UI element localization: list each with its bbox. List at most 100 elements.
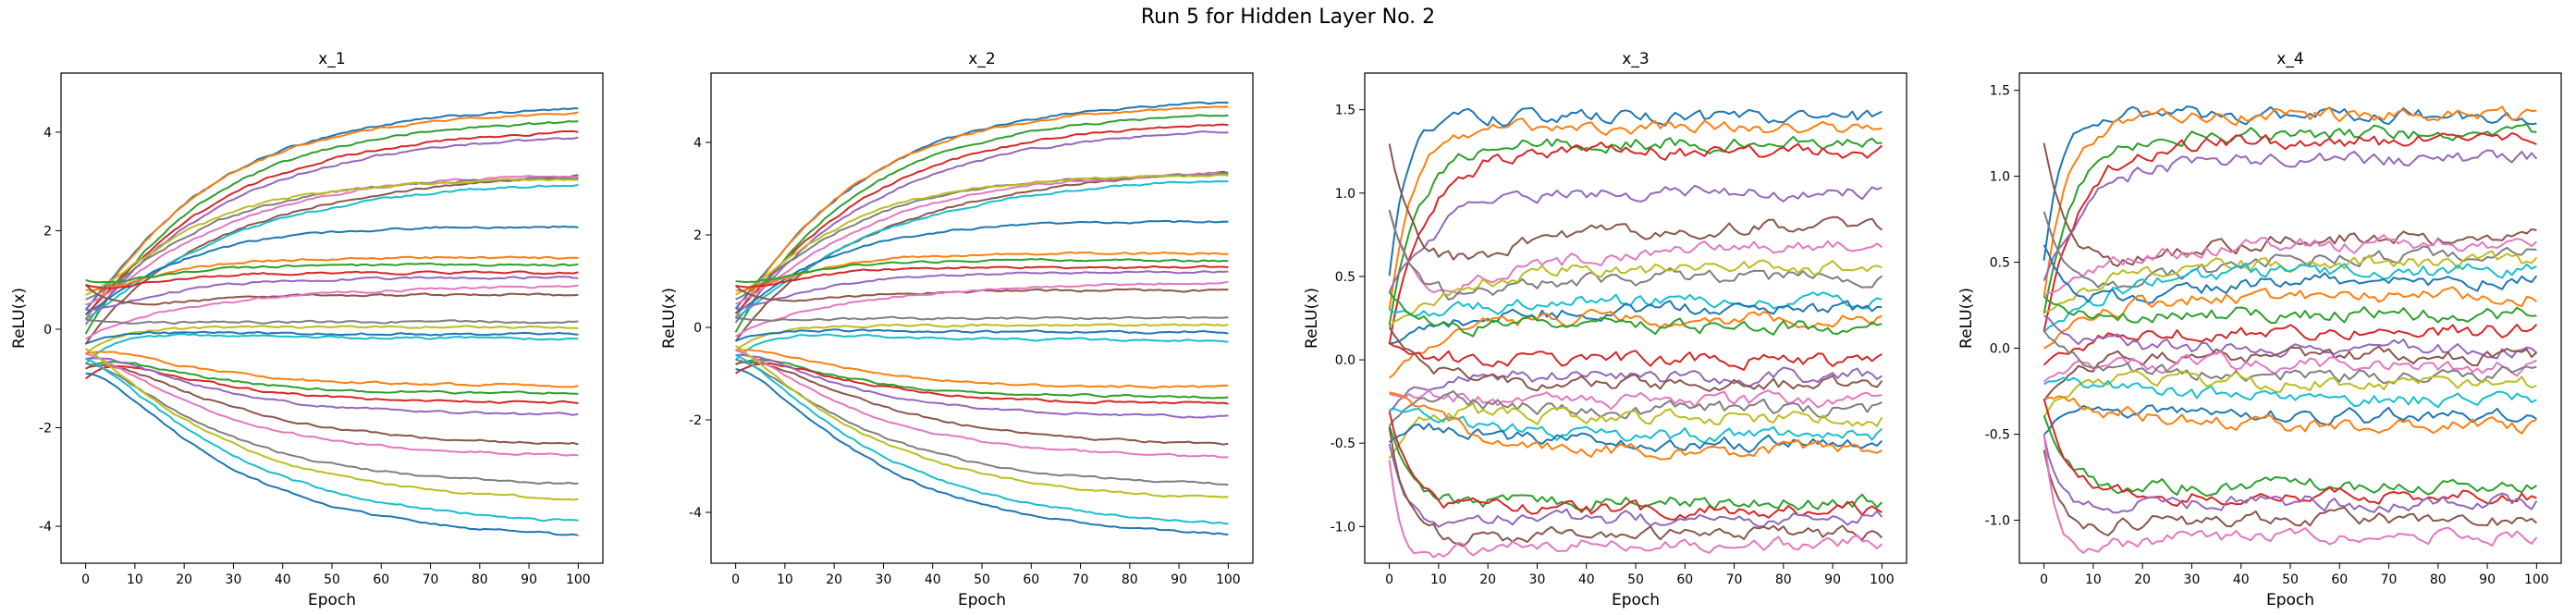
- y-axis-label: ReLU(x): [660, 288, 679, 349]
- x-tick-label: 0: [1385, 572, 1393, 587]
- x-tick-label: 10: [127, 572, 143, 587]
- series-line: [735, 328, 1229, 342]
- x-tick-label: 80: [2430, 572, 2447, 587]
- series-line: [85, 262, 579, 284]
- y-tick-label: -1.0: [1985, 514, 2010, 529]
- x-tick-label: 60: [373, 572, 389, 587]
- series-line: [735, 362, 1229, 405]
- x-tick-label: 30: [2184, 572, 2201, 587]
- x-tick-label: 80: [1775, 572, 1792, 587]
- series-line: [735, 280, 1229, 338]
- y-tick-label: 0: [43, 323, 52, 338]
- series-line: [2042, 399, 2537, 507]
- series-line: [735, 345, 1229, 498]
- subplot-title: x_3: [1622, 50, 1649, 68]
- series-line: [85, 363, 579, 446]
- y-tick-label: 1.5: [1990, 84, 2010, 99]
- series-line: [85, 270, 579, 289]
- series-line: [735, 350, 1229, 459]
- x-tick-label: 40: [1578, 572, 1595, 587]
- series-line: [84, 111, 579, 320]
- series-line: [84, 136, 579, 326]
- y-axis-label: ReLU(x): [1303, 288, 1321, 349]
- series-line: [85, 361, 579, 395]
- x-tick-label: 10: [777, 572, 793, 587]
- y-axis-label: ReLU(x): [1957, 288, 1976, 349]
- series-line: [85, 363, 579, 486]
- y-tick-label: 0.0: [1335, 353, 1355, 368]
- series-line: [1389, 391, 1883, 461]
- series-line: [85, 357, 579, 416]
- series-line: [85, 276, 579, 311]
- x-tick-label: 50: [324, 572, 340, 587]
- subplot-title: x_1: [318, 50, 345, 68]
- y-tick-label: -0.5: [1985, 428, 2010, 443]
- x-tick-label: 70: [1726, 572, 1743, 587]
- series-line: [735, 361, 1229, 446]
- x-axis-label: Epoch: [958, 591, 1006, 609]
- y-tick-label: -4: [39, 520, 52, 535]
- x-tick-label: 100: [2524, 572, 2549, 587]
- y-tick-label: 0.0: [1990, 342, 2010, 357]
- y-axis-label: ReLU(x): [10, 288, 29, 349]
- series-line: [85, 372, 579, 536]
- series-line: [2042, 262, 2537, 333]
- series-line: [1388, 390, 1883, 427]
- x-tick-label: 90: [2479, 572, 2496, 587]
- subplot-x-4: 0 10 20 30 40 50 60 70 80 90 100 -1.0 -0.5 0.0 0.5 1.0 1…: [1957, 50, 2562, 609]
- series-line: [1388, 460, 1883, 559]
- y-tick-label: -2: [689, 413, 702, 428]
- series-line: [2042, 404, 2537, 436]
- subplot-x-2: 0 10 20 30 40 50 60 70 80 90 100 -4 -2 0 2 4 x_2 Epoch ReL…: [660, 50, 1254, 609]
- series-line: [85, 178, 579, 296]
- y-tick-label: 1.0: [1335, 187, 1355, 202]
- series-line: [735, 349, 1229, 389]
- series-line: [85, 357, 579, 523]
- series-line: [2043, 250, 2538, 314]
- series-line: [2042, 369, 2537, 418]
- series-line: [85, 284, 579, 340]
- series-line: [2042, 123, 2537, 314]
- series-line: [1388, 117, 1883, 310]
- y-tick-label: 2: [43, 224, 52, 239]
- x-tick-label: 0: [2040, 572, 2048, 587]
- series-line: [1388, 425, 1883, 511]
- x-tick-label: 90: [1824, 572, 1841, 587]
- series-line: [1388, 135, 1883, 326]
- x-tick-label: 90: [1171, 572, 1187, 587]
- x-tick-label: 0: [731, 572, 740, 587]
- series-line: [1388, 290, 1883, 338]
- x-tick-label: 70: [1073, 572, 1089, 587]
- x-axis-label: Epoch: [308, 591, 356, 609]
- y-tick-label: 2: [693, 228, 702, 243]
- y-tick-label: 4: [43, 126, 52, 141]
- x-tick-label: 0: [81, 572, 90, 587]
- series-line: [734, 114, 1229, 333]
- x-tick-label: 20: [2134, 572, 2151, 587]
- x-tick-label: 100: [1870, 572, 1895, 587]
- series-line: [2042, 415, 2537, 498]
- series-line: [84, 364, 579, 404]
- y-tick-label: 0.5: [1990, 256, 2010, 271]
- series-line: [1388, 184, 1883, 293]
- series-line: [1388, 209, 1883, 301]
- series-line: [2042, 351, 2537, 383]
- series-line: [2042, 244, 2538, 304]
- series-line: [85, 348, 579, 501]
- series-line: [735, 258, 1229, 283]
- y-tick-label: 0.5: [1335, 270, 1355, 285]
- series-line: [2042, 131, 2537, 332]
- series-line: [85, 351, 579, 388]
- x-tick-label: 60: [2331, 572, 2348, 587]
- series-line: [2042, 295, 2537, 325]
- y-tick-label: -4: [689, 506, 702, 521]
- series-line: [2042, 449, 2538, 536]
- figure-title: Run 5 for Hidden Layer No. 2: [1140, 6, 1436, 29]
- series-line: [2042, 324, 2538, 366]
- series-line: [2042, 105, 2537, 298]
- series-line: [2043, 234, 2538, 297]
- series-line: [735, 172, 1229, 305]
- x-axis-label: Epoch: [2266, 591, 2314, 609]
- x-tick-label: 70: [2381, 572, 2398, 587]
- series-line: [84, 284, 579, 306]
